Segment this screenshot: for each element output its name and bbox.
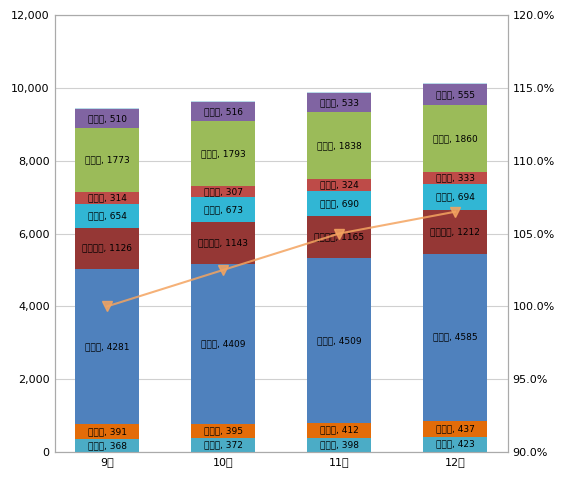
Bar xyxy=(191,197,255,222)
Bar xyxy=(75,192,139,204)
Text: 京都府, 314: 京都府, 314 xyxy=(88,194,127,203)
Bar xyxy=(75,108,139,109)
Text: 京都府, 324: 京都府, 324 xyxy=(320,180,358,189)
Bar xyxy=(75,424,139,439)
Bar xyxy=(75,439,139,452)
Bar xyxy=(307,437,371,452)
Text: 東京都, 4585: 東京都, 4585 xyxy=(433,333,478,342)
Bar xyxy=(191,424,255,438)
Text: 兵庫県, 533: 兵庫県, 533 xyxy=(320,98,359,107)
Text: 千葉県, 395: 千葉県, 395 xyxy=(204,427,243,436)
Bar xyxy=(191,263,255,424)
Text: 大阪府, 1773: 大阪府, 1773 xyxy=(85,155,130,164)
Text: 京都府, 307: 京都府, 307 xyxy=(204,187,243,196)
Bar xyxy=(191,222,255,263)
Text: 東京都, 4509: 東京都, 4509 xyxy=(317,336,362,345)
Text: 千葉県, 437: 千葉県, 437 xyxy=(436,424,475,433)
Bar xyxy=(307,259,371,423)
Text: 東京都, 4281: 東京都, 4281 xyxy=(85,342,130,351)
Text: 埼玉県, 372: 埼玉県, 372 xyxy=(204,441,243,450)
Bar xyxy=(75,269,139,424)
Text: 神奈川県, 1143: 神奈川県, 1143 xyxy=(198,238,248,247)
Text: 埼玉県, 368: 埼玉県, 368 xyxy=(88,441,127,450)
Bar xyxy=(307,112,371,179)
Bar xyxy=(75,128,139,192)
Bar xyxy=(75,228,139,269)
Text: 兵庫県, 510: 兵庫県, 510 xyxy=(88,114,127,123)
Bar xyxy=(423,185,487,210)
Bar xyxy=(307,93,371,112)
Text: 埼玉県, 423: 埼玉県, 423 xyxy=(436,440,474,449)
Text: 大阪府, 1860: 大阪府, 1860 xyxy=(433,134,478,143)
Text: 愛知県, 690: 愛知県, 690 xyxy=(320,199,359,208)
Text: 愛知県, 673: 愛知県, 673 xyxy=(204,205,243,214)
Bar xyxy=(423,172,487,185)
Bar xyxy=(423,83,487,84)
Bar xyxy=(307,92,371,93)
Bar xyxy=(191,101,255,102)
Text: 神奈川県, 1212: 神奈川県, 1212 xyxy=(430,227,480,236)
Bar xyxy=(307,216,371,259)
Text: 愛知県, 694: 愛知県, 694 xyxy=(436,193,475,202)
Bar xyxy=(75,109,139,128)
Text: 兵庫県, 516: 兵庫県, 516 xyxy=(204,107,243,116)
Text: 大阪府, 1793: 大阪府, 1793 xyxy=(201,149,246,158)
Text: 千葉県, 412: 千葉県, 412 xyxy=(320,425,358,435)
Bar xyxy=(191,186,255,197)
Bar xyxy=(423,210,487,254)
Bar xyxy=(191,438,255,452)
Bar xyxy=(423,436,487,452)
Bar xyxy=(307,179,371,191)
Text: 京都府, 333: 京都府, 333 xyxy=(436,174,475,183)
Text: 大阪府, 1838: 大阪府, 1838 xyxy=(317,141,362,150)
Bar xyxy=(191,121,255,186)
Bar xyxy=(423,254,487,421)
Bar xyxy=(423,421,487,436)
Text: 愛知県, 654: 愛知県, 654 xyxy=(88,211,127,220)
Bar xyxy=(307,191,371,216)
Text: 埼玉県, 398: 埼玉県, 398 xyxy=(320,440,359,449)
Bar xyxy=(307,423,371,437)
Text: 神奈川県, 1165: 神奈川県, 1165 xyxy=(314,233,364,242)
Text: 東京都, 4409: 東京都, 4409 xyxy=(201,339,246,348)
Text: 兵庫県, 555: 兵庫県, 555 xyxy=(436,90,475,99)
Bar xyxy=(75,204,139,228)
Bar xyxy=(423,105,487,172)
Bar xyxy=(423,84,487,105)
Text: 神奈川県, 1126: 神奈川県, 1126 xyxy=(82,243,132,252)
Bar xyxy=(191,102,255,121)
Text: 千葉県, 391: 千葉県, 391 xyxy=(88,427,127,436)
